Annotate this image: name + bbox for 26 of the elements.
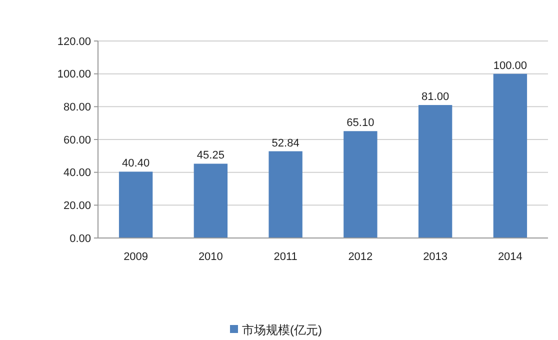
data-label: 52.84 xyxy=(272,137,300,150)
y-tick-label: 0.00 xyxy=(70,232,91,245)
y-tick-label: 120.00 xyxy=(57,36,91,48)
y-tick-label: 60.00 xyxy=(63,134,91,146)
x-tick-label: 2010 xyxy=(198,251,223,263)
bar xyxy=(344,131,378,238)
bar xyxy=(194,164,228,238)
y-tick-label: 20.00 xyxy=(63,200,91,212)
bar xyxy=(493,74,528,238)
y-tick-label: 40.00 xyxy=(63,167,91,180)
bar xyxy=(418,105,452,238)
x-tick-label: 2012 xyxy=(348,251,373,263)
x-tick-label: 2011 xyxy=(274,251,298,263)
x-tick-label: 2014 xyxy=(498,251,522,263)
data-label: 40.40 xyxy=(122,158,150,170)
legend-label: 市场规模(亿元) xyxy=(242,323,322,338)
bar xyxy=(118,172,153,238)
data-label: 100.00 xyxy=(493,60,528,72)
data-label: 81.00 xyxy=(422,91,450,104)
y-tick-label: 100.00 xyxy=(57,68,91,81)
y-tick-label: 80.00 xyxy=(63,102,91,114)
data-label: 65.10 xyxy=(346,117,374,130)
x-tick-label: 2009 xyxy=(124,251,148,263)
x-tick-label: 2013 xyxy=(423,251,448,263)
data-label: 45.25 xyxy=(196,150,224,162)
bar xyxy=(268,151,302,238)
